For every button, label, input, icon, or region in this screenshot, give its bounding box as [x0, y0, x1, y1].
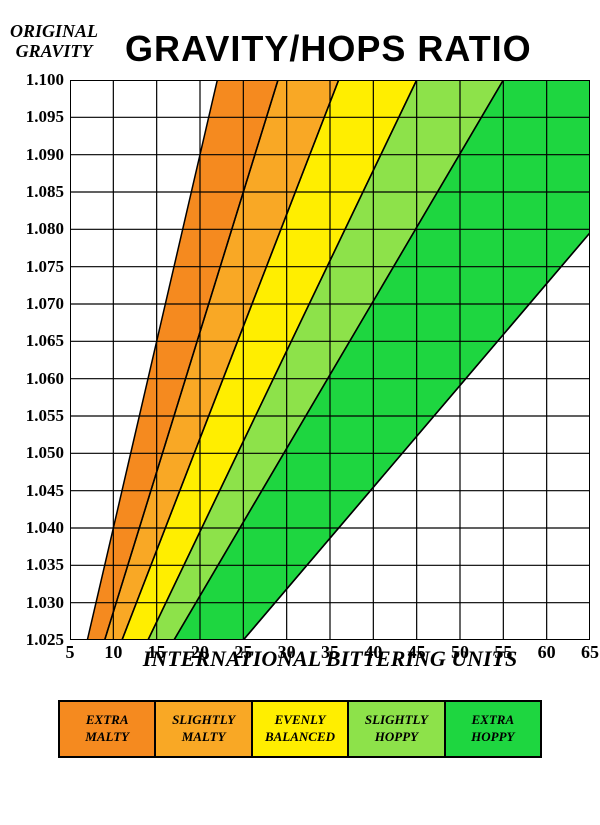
- y-tick-label: 1.030: [26, 593, 64, 613]
- legend-line2: MALTY: [182, 729, 226, 744]
- x-tick-label: 65: [581, 642, 599, 663]
- x-tick-label: 15: [148, 642, 166, 663]
- legend-line1: SLIGHTLY: [172, 712, 235, 727]
- y-tick-label: 1.040: [26, 518, 64, 538]
- x-tick-label: 20: [191, 642, 209, 663]
- legend-cell: EXTRA MALTY: [60, 702, 156, 756]
- legend-cell: SLIGHTLY HOPPY: [349, 702, 445, 756]
- y-tick-label: 1.100: [26, 70, 64, 90]
- y-tick-label: 1.075: [26, 257, 64, 277]
- y-axis-title: ORIGINAL GRAVITY: [10, 22, 98, 62]
- y-tick-label: 1.035: [26, 555, 64, 575]
- x-tick-label: 10: [104, 642, 122, 663]
- legend-line2: HOPPY: [471, 729, 514, 744]
- chart-title: GRAVITY/HOPS RATIO: [125, 28, 532, 70]
- x-tick-label: 30: [278, 642, 296, 663]
- legend-line1: EXTRA: [86, 712, 129, 727]
- y-tick-label: 1.090: [26, 145, 64, 165]
- x-tick-label: 50: [451, 642, 469, 663]
- y-tick-label: 1.085: [26, 182, 64, 202]
- header: ORIGINAL GRAVITY GRAVITY/HOPS RATIO: [10, 10, 590, 80]
- x-tick-label: 35: [321, 642, 339, 663]
- chart-svg: [70, 80, 590, 640]
- legend-line1: SLIGHTLY: [365, 712, 428, 727]
- legend-cell: SLIGHTLY MALTY: [156, 702, 252, 756]
- y-tick-label: 1.055: [26, 406, 64, 426]
- x-tick-label: 40: [364, 642, 382, 663]
- legend-line1: EXTRA: [472, 712, 515, 727]
- legend: EXTRA MALTY SLIGHTLY MALTY EVENLY BALANCED SLI…: [58, 700, 542, 758]
- y-tick-label: 1.060: [26, 369, 64, 389]
- legend-cell: EVENLY BALANCED: [253, 702, 349, 756]
- x-tick-label: 45: [408, 642, 426, 663]
- y-axis-title-line1: ORIGINAL: [10, 21, 98, 41]
- y-tick-label: 1.080: [26, 219, 64, 239]
- legend-line2: MALTY: [85, 729, 129, 744]
- legend-line2: HOPPY: [375, 729, 418, 744]
- legend-cell: EXTRA HOPPY: [446, 702, 540, 756]
- y-tick-label: 1.065: [26, 331, 64, 351]
- y-tick-label: 1.095: [26, 107, 64, 127]
- x-tick-label: 60: [538, 642, 556, 663]
- x-tick-label: 55: [494, 642, 512, 663]
- chart-area: 1.0251.0301.0351.0401.0451.0501.0551.060…: [70, 80, 590, 640]
- y-tick-label: 1.050: [26, 443, 64, 463]
- y-tick-label: 1.025: [26, 630, 64, 650]
- x-tick-label: 5: [66, 642, 75, 663]
- y-axis-title-line2: GRAVITY: [16, 41, 93, 61]
- x-tick-label: 25: [234, 642, 252, 663]
- y-tick-label: 1.070: [26, 294, 64, 314]
- legend-line2: BALANCED: [265, 729, 335, 744]
- legend-line1: EVENLY: [275, 712, 326, 727]
- y-tick-label: 1.045: [26, 481, 64, 501]
